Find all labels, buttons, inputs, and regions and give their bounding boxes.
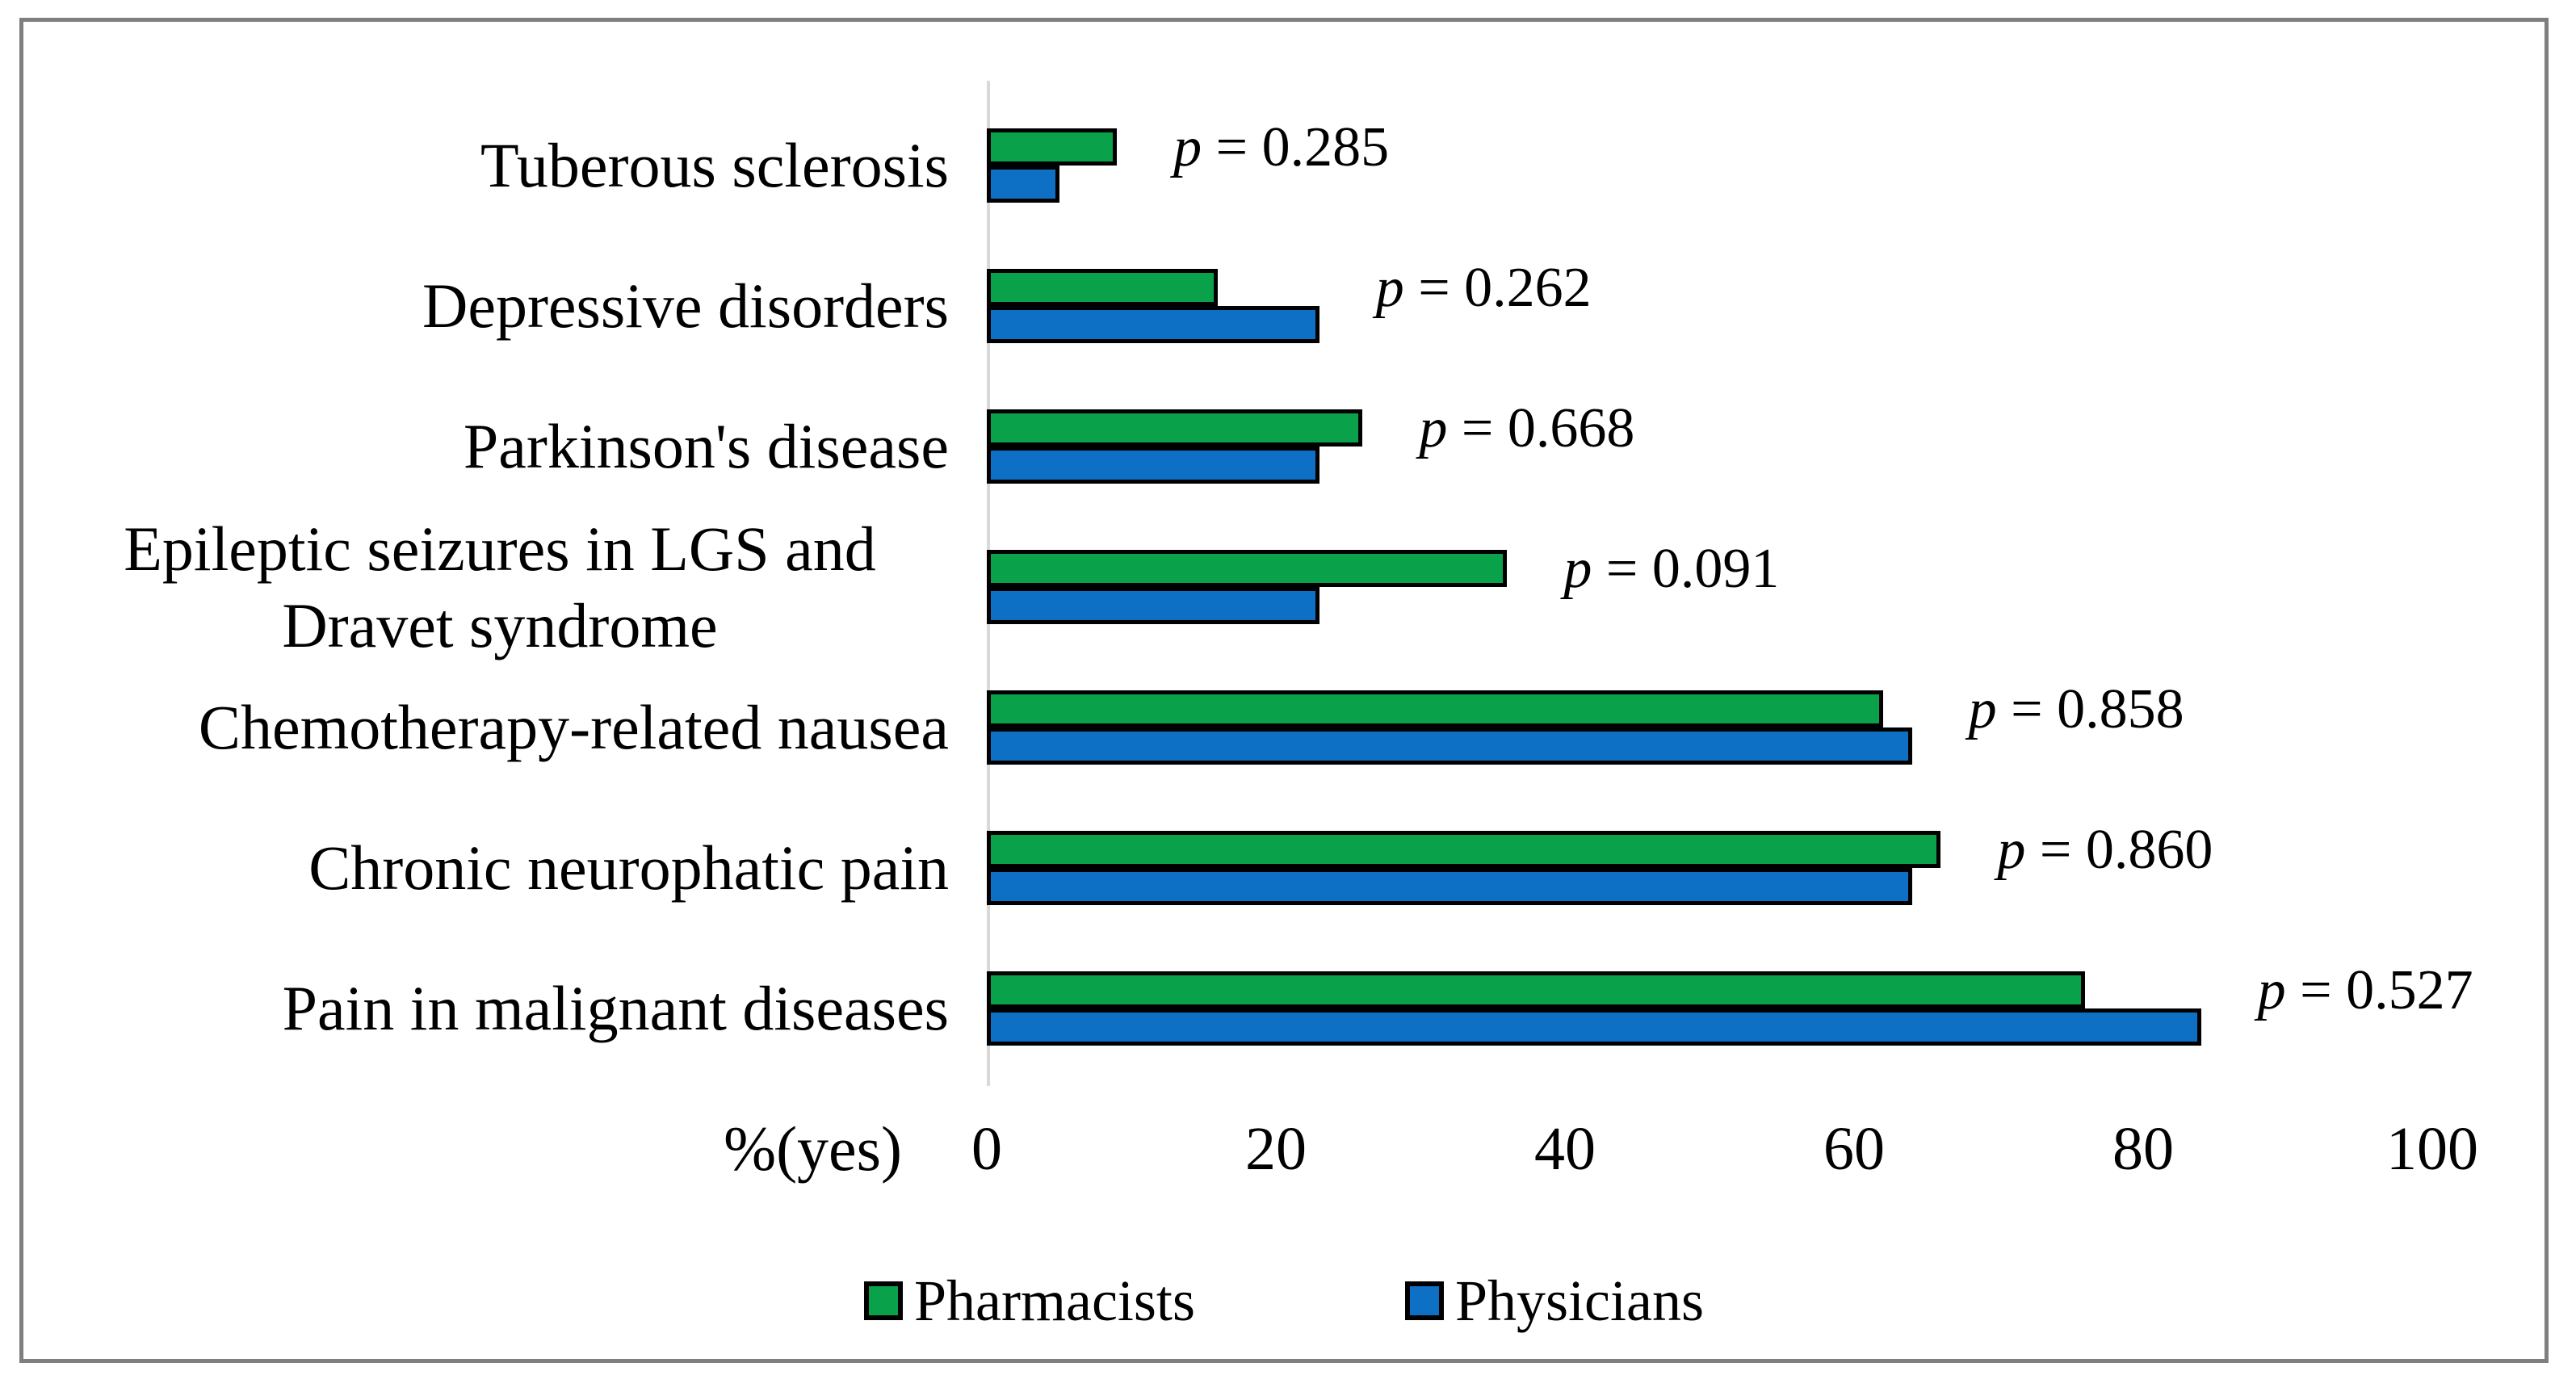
physicians-bar (987, 447, 1319, 484)
chart-frame: Tuberous sclerosis p = 0.285 Depressive di… (19, 18, 2549, 1363)
category-label: Depressive disorders (422, 270, 949, 342)
pharmacists-bar (987, 128, 1118, 166)
legend-label-physicians: Physicians (1454, 1268, 1704, 1333)
p-value-label: p = 0.527 (2257, 959, 2473, 1021)
x-axis-title: %(yes) (724, 1113, 902, 1184)
pharmacists-bar (987, 269, 1219, 306)
chart-row: Tuberous sclerosis p = 0.285 (23, 95, 2545, 236)
chart-row: Epileptic seizures in LGS and Dravet syn… (23, 513, 2545, 660)
legend: Pharmacists Physicians (23, 1264, 2545, 1338)
bar-group: p = 0.091 (987, 539, 2432, 624)
legend-item-physicians: Physicians (1404, 1268, 1704, 1335)
chart-row: Depressive disorders p = 0.262 (23, 236, 2545, 376)
x-tick-label: 20 (1245, 1115, 1307, 1183)
bar-group: p = 0.527 (987, 961, 2473, 1046)
p-value-label: p = 0.262 (1375, 257, 1592, 319)
chart-row: Chemotherapy-related nausea p = 0.858 (23, 657, 2545, 798)
pharmacists-bar (987, 550, 1508, 587)
category-label: Chronic neurophatic pain (308, 832, 949, 904)
physicians-swatch (1404, 1281, 1444, 1320)
physicians-bar (987, 166, 1059, 203)
x-tick-label: 40 (1534, 1115, 1596, 1183)
p-value-label: p = 0.668 (1419, 397, 1635, 459)
physicians-bar (987, 306, 1319, 343)
category-label: Parkinson's disease (463, 411, 949, 482)
bar-group: p = 0.262 (987, 258, 2432, 343)
physicians-bar (987, 868, 1912, 905)
physicians-bar (987, 727, 1912, 765)
bar-group: p = 0.858 (987, 680, 2432, 765)
x-tick-label: 80 (2112, 1115, 2174, 1183)
physicians-bar (987, 1008, 2201, 1046)
legend-label-pharmacists: Pharmacists (914, 1268, 1195, 1333)
physicians-bar (987, 587, 1319, 624)
p-value-label: p = 0.091 (1563, 538, 1780, 600)
pharmacists-bar (987, 409, 1363, 447)
pharmacists-bar (987, 971, 2086, 1008)
chart-row: Chronic neurophatic pain p = 0.860 (23, 798, 2545, 938)
chart-row: Pain in malignant diseases p = 0.527 (23, 938, 2545, 1079)
pharmacists-swatch (864, 1281, 904, 1320)
legend-item-pharmacists: Pharmacists (864, 1268, 1195, 1335)
category-label: Chemotherapy-related nausea (198, 692, 949, 763)
category-label: Tuberous sclerosis (480, 130, 949, 201)
p-value-label: p = 0.860 (1997, 819, 2213, 881)
pharmacists-bar (987, 690, 1883, 727)
x-tick-label: 60 (1823, 1115, 1885, 1183)
x-axis: %(yes) 0 20 40 60 80 100 (23, 1112, 2545, 1186)
bar-group: p = 0.860 (987, 820, 2432, 905)
x-tick-label: 0 (971, 1115, 1002, 1183)
x-tick-label: 100 (2386, 1115, 2478, 1183)
pharmacists-bar (987, 831, 1941, 868)
bar-group: p = 0.668 (987, 399, 2432, 484)
p-value-label: p = 0.858 (1968, 678, 2184, 740)
category-label: Epileptic seizures in LGS and Dravet syn… (124, 513, 876, 660)
chart-row: Parkinson's disease p = 0.668 (23, 376, 2545, 517)
bar-group: p = 0.285 (987, 118, 2432, 203)
p-value-label: p = 0.285 (1173, 116, 1390, 178)
category-label: Pain in malignant diseases (282, 973, 949, 1044)
